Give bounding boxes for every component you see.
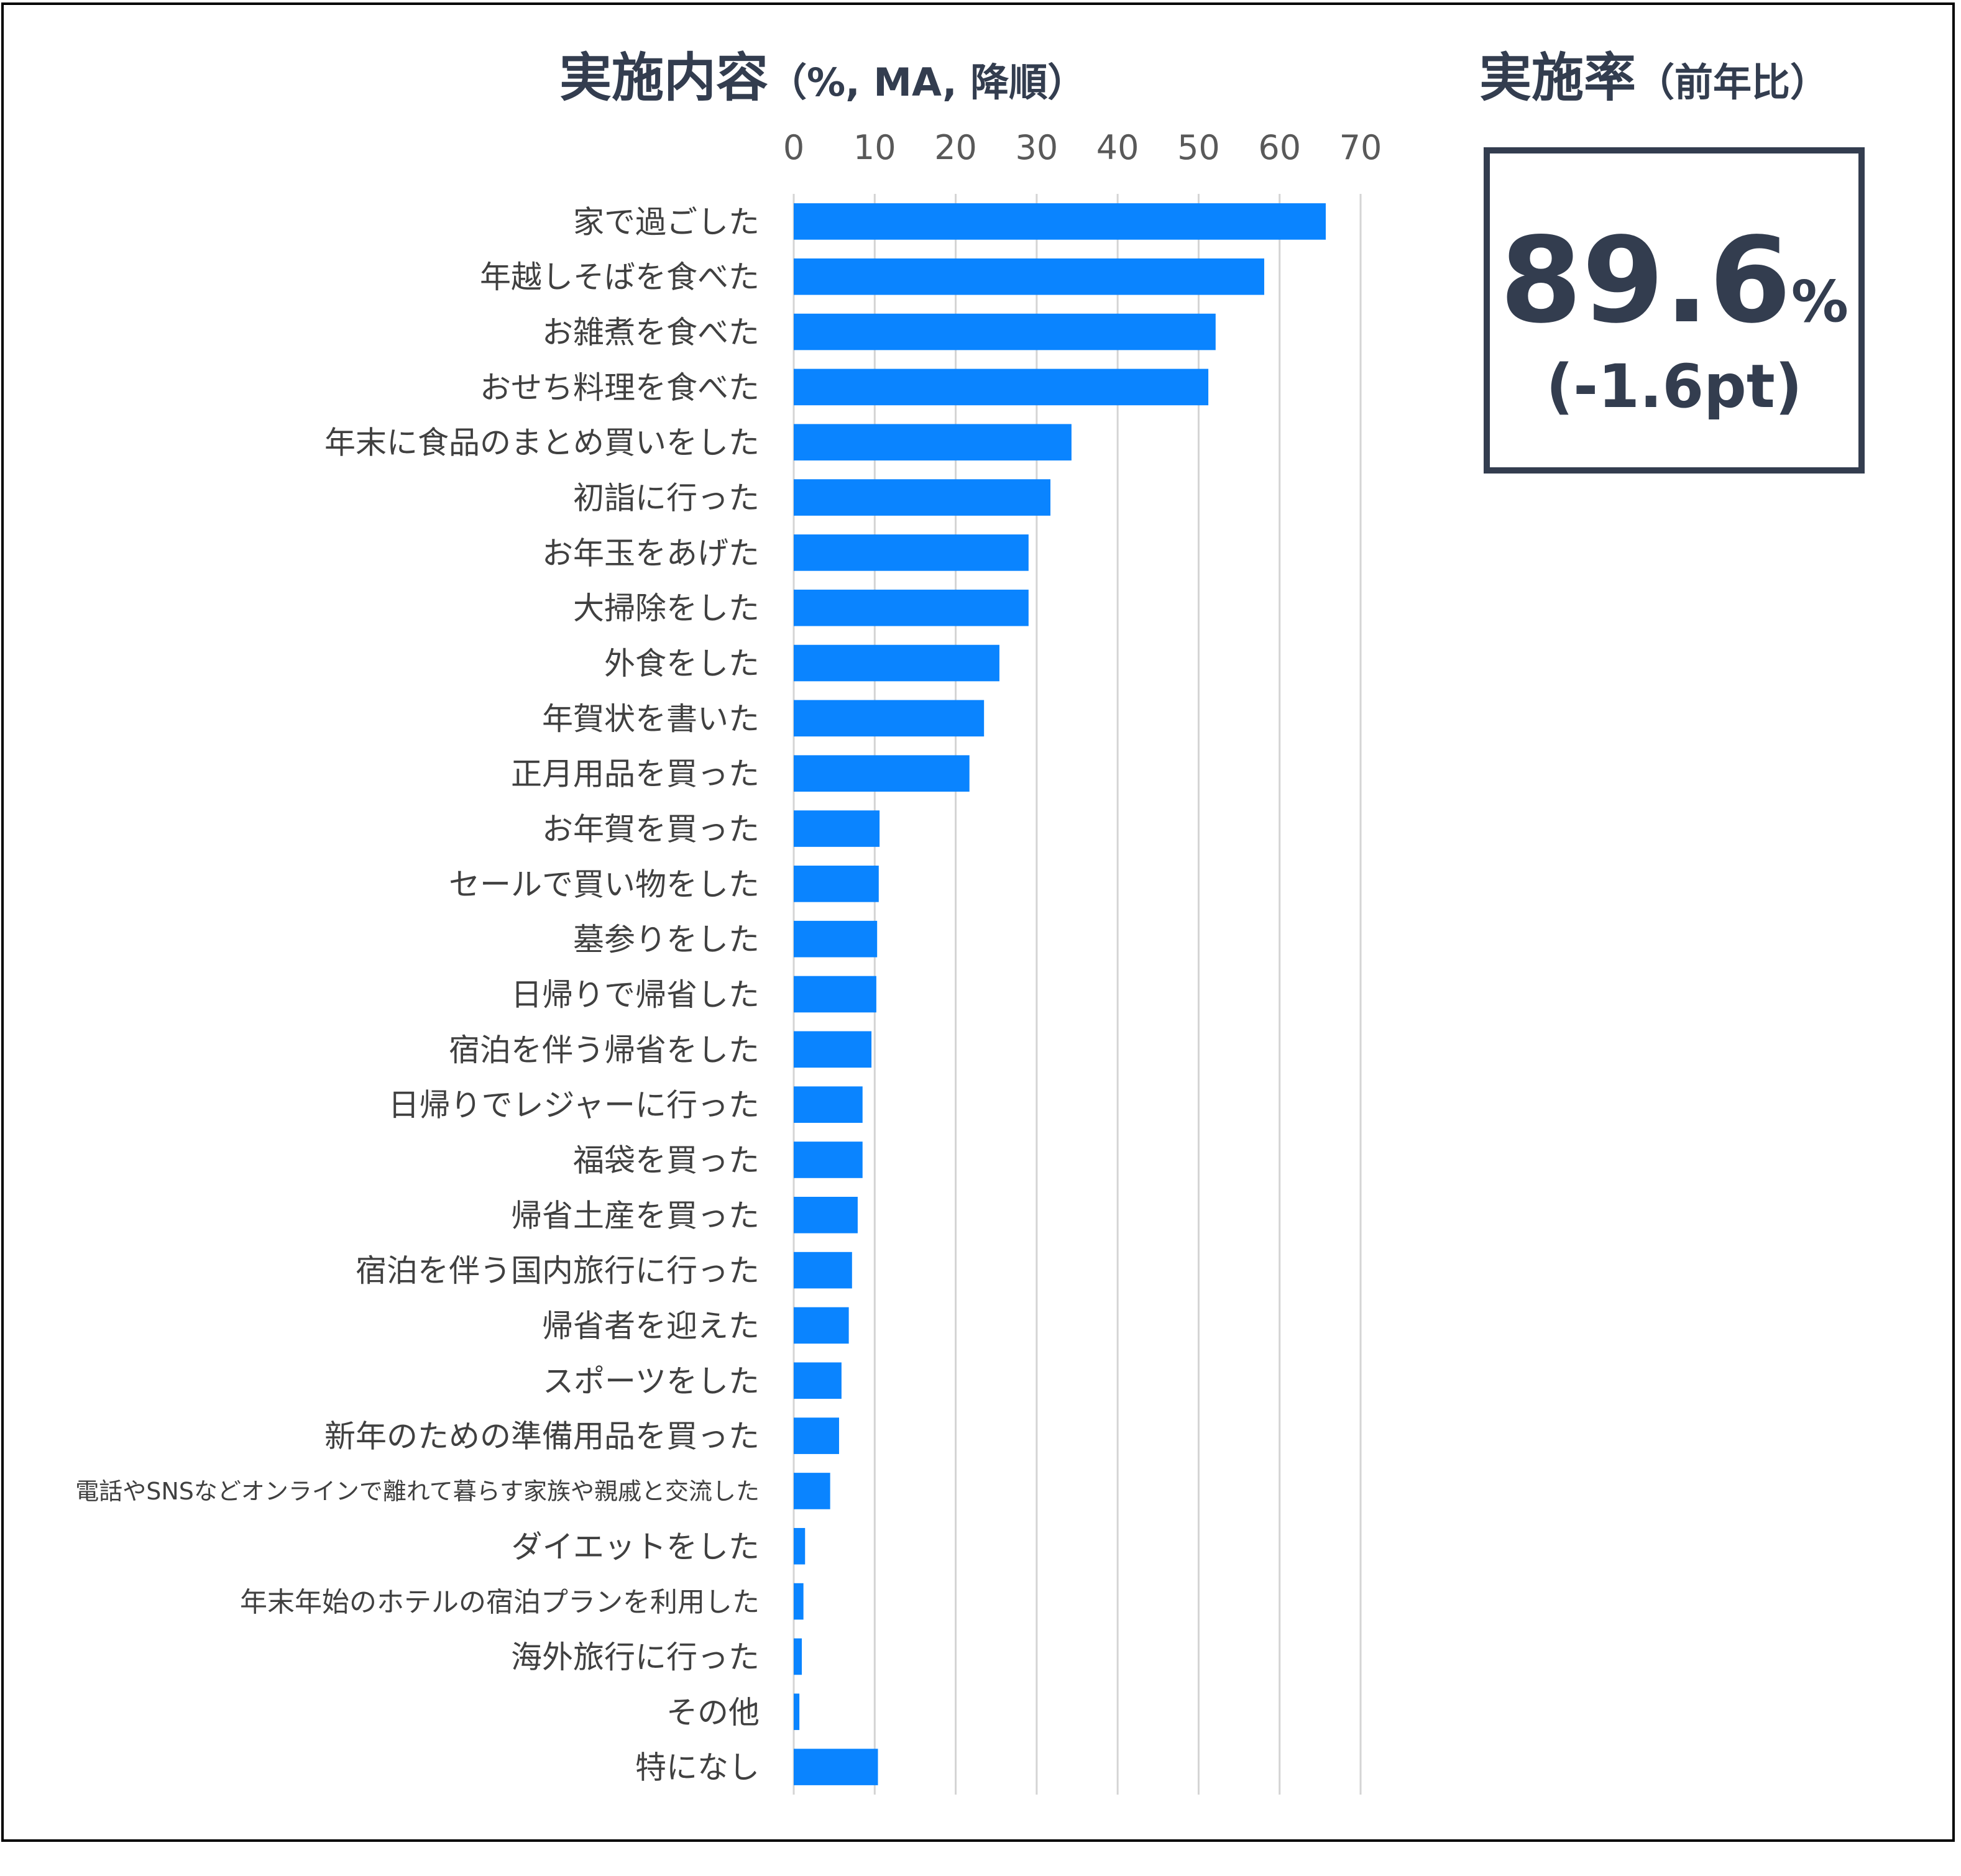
bar [794,479,1051,516]
rate-title: 実施率（前年比） [1479,36,1829,111]
bar [794,1031,872,1068]
bar [794,1693,800,1731]
category-label: お年賀を買った [542,812,760,848]
category-label: 日帰りでレジャーに行った [388,1087,760,1123]
category-label: 年賀状を書いた [542,701,760,737]
category-label: 電話やSNSなどオンラインで離れて暮らす家族や親戚と交流した [75,1478,760,1505]
bar [794,755,970,792]
rate-title-main: 実施率 [1479,47,1637,108]
chart-title-sub: （%, MA, 降順） [768,60,1086,105]
bar [794,1749,878,1785]
category-label: その他 [666,1695,760,1731]
x-tick-label: 10 [853,128,896,167]
bar [794,424,1072,461]
bar [794,1362,842,1399]
bar [794,1417,839,1454]
bar [794,1251,852,1289]
bar [794,534,1029,571]
category-label: 宿泊を伴う国内旅行に行った [356,1253,760,1289]
category-label: 初詣に行った [573,480,760,516]
rate-delta: (-1.6pt) [1546,352,1803,421]
bar [794,1196,858,1233]
rate-value: 89.6% [1490,222,1858,340]
category-label: 墓参りをした [573,922,760,958]
chart-title-main: 実施内容 [559,47,769,108]
x-tick-label: 40 [1096,128,1139,167]
category-label: 大掃除をした [573,590,760,626]
category-label: 正月用品を買った [511,756,760,792]
bar [794,1142,863,1178]
bar [794,203,1326,240]
bar [794,368,1209,406]
bar [794,1086,863,1123]
category-label: 福袋を買った [573,1142,760,1178]
category-label: 海外旅行に行った [511,1639,760,1675]
bar [794,1638,802,1675]
bar [794,258,1264,295]
chart-title: 実施内容（%, MA, 降順） [559,36,1086,111]
category-label: 年末年始のホテルの宿泊プランを利用した [240,1586,760,1618]
category-label: おせち料理を食べた [480,370,760,406]
bar [794,700,985,737]
x-tick-label: 20 [934,128,977,167]
bar [794,589,1029,626]
rate-number: 89.6 [1500,212,1791,349]
bar [794,644,999,682]
category-label: 特になし [635,1750,760,1786]
x-tick-label: 70 [1339,128,1382,167]
category-label: 新年のための準備用品を買った [324,1419,760,1455]
bar [794,866,879,902]
category-label: 日帰りで帰省した [511,977,760,1013]
category-label: セールで買い物をした [449,866,760,902]
bar [794,976,876,1013]
bar [794,1583,804,1620]
category-label: 宿泊を伴う帰省をした [449,1032,760,1068]
rate-box: 89.6% (-1.6pt) [1484,147,1865,474]
category-label: お雑煮を食べた [542,314,760,350]
x-tick-label: 60 [1258,128,1301,167]
category-label: スポーツをした [543,1363,760,1399]
bar [794,313,1216,350]
category-label: お年玉をあげた [542,535,760,571]
category-label: 年末に食品のまとめ買いをした [324,425,760,461]
category-label: 帰省土産を買った [511,1197,760,1233]
rate-unit: % [1791,268,1848,335]
x-tick-label: 0 [783,128,804,167]
x-tick-label: 50 [1177,128,1220,167]
category-label: 家で過ごした [573,204,760,240]
category-label: 年越しそばを食べた [480,259,760,295]
x-tick-label: 30 [1015,128,1058,167]
category-label: ダイエットをした [512,1529,760,1565]
bar [794,1473,830,1509]
bar [794,1527,806,1565]
rate-title-sub: （前年比） [1636,60,1829,105]
bar [794,920,878,958]
category-label: 外食をした [604,646,760,682]
bar [794,1307,849,1344]
bar [794,810,880,847]
category-label: 帰省者を迎えた [542,1308,760,1344]
